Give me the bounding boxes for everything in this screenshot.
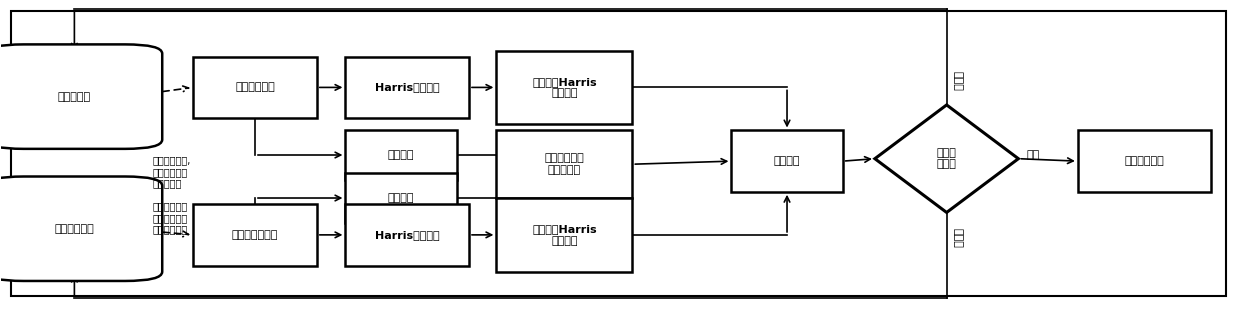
Text: 红外图像校正: 红外图像校正 xyxy=(236,82,275,92)
Text: 轨迹匹配并计
算单应矩阵: 轨迹匹配并计 算单应矩阵 xyxy=(544,153,584,175)
FancyBboxPatch shape xyxy=(1078,131,1211,192)
FancyBboxPatch shape xyxy=(193,57,317,118)
Text: 满足: 满足 xyxy=(1027,150,1040,160)
Text: 轨迹检测: 轨迹检测 xyxy=(388,193,414,203)
Text: 红外相机内参,
与可见光相机
的位置关系: 红外相机内参, 与可见光相机 的位置关系 xyxy=(153,155,191,188)
FancyBboxPatch shape xyxy=(496,198,632,272)
Text: 轨迹检测: 轨迹检测 xyxy=(388,150,414,160)
Text: 对应相机Harris
角点检测: 对应相机Harris 角点检测 xyxy=(532,77,596,98)
Polygon shape xyxy=(875,105,1018,212)
FancyBboxPatch shape xyxy=(193,204,317,266)
Text: 可见光相机内
参，与红外相
机的位置关系: 可见光相机内 参，与红外相 机的位置关系 xyxy=(153,202,187,235)
Text: 不满足: 不满足 xyxy=(952,228,962,248)
FancyBboxPatch shape xyxy=(345,57,469,118)
Text: 覆盖图
像区域: 覆盖图 像区域 xyxy=(936,148,956,170)
Text: Harris角点检测: Harris角点检测 xyxy=(374,230,439,240)
Text: 修正标定结果: 修正标定结果 xyxy=(1125,156,1164,166)
Text: 不满足: 不满足 xyxy=(952,71,962,91)
Text: 可见光图像校正: 可见光图像校正 xyxy=(232,230,278,240)
Text: 可见光连续帧: 可见光连续帧 xyxy=(55,224,94,234)
FancyBboxPatch shape xyxy=(0,44,162,149)
FancyBboxPatch shape xyxy=(496,131,632,198)
Text: 匹配点对: 匹配点对 xyxy=(774,156,800,166)
FancyBboxPatch shape xyxy=(0,176,162,281)
Text: 红外连续帧: 红外连续帧 xyxy=(58,92,91,102)
FancyBboxPatch shape xyxy=(345,173,456,223)
Text: Harris角点检测: Harris角点检测 xyxy=(374,82,439,92)
FancyBboxPatch shape xyxy=(345,131,456,179)
Text: 对应相机Harris
角点检测: 对应相机Harris 角点检测 xyxy=(532,224,596,246)
FancyBboxPatch shape xyxy=(496,51,632,124)
FancyBboxPatch shape xyxy=(345,204,469,266)
FancyBboxPatch shape xyxy=(732,131,843,192)
